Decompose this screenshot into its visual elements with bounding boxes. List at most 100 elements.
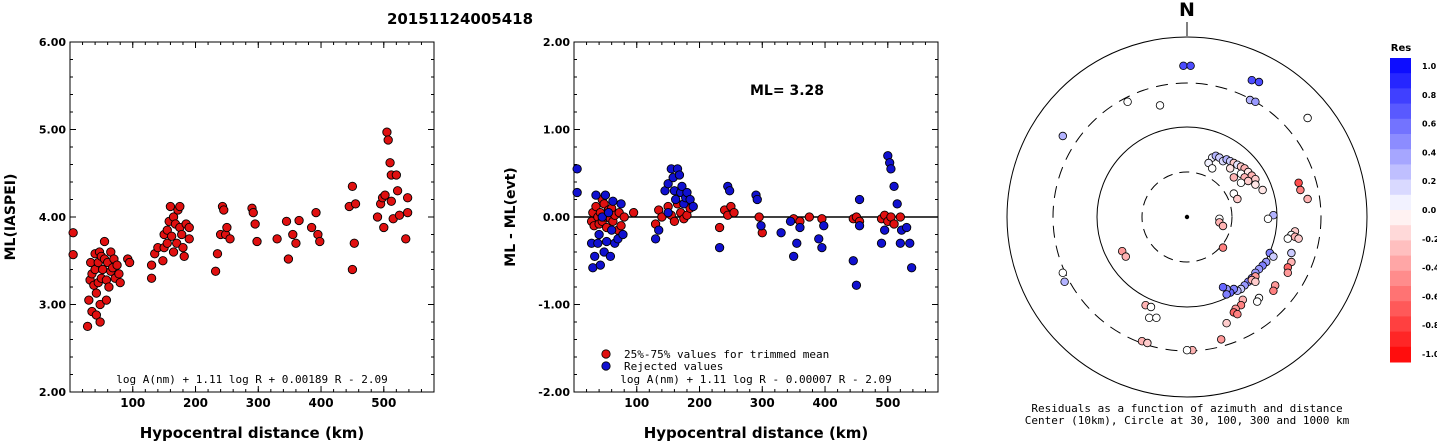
formula-label: log A(nm) + 1.11 log R - 0.00007 R - 2.0… [620, 373, 892, 386]
station-residual-point [1207, 164, 1217, 173]
data-point [250, 219, 260, 229]
colorbar-cell [1390, 179, 1411, 196]
data-point [402, 207, 413, 218]
tick-group: -2.00 -1.00 0.00 1.00 2.00 100 200 300 400 500 [538, 36, 938, 410]
y-tick-label: 2.00 [543, 36, 570, 49]
data-point [248, 207, 258, 218]
station-residual-point [1229, 173, 1238, 182]
colorbar-tick-label: 0.8 [1422, 91, 1437, 100]
data-point [114, 269, 124, 279]
rejected-point [724, 186, 735, 196]
point-group [1058, 61, 1312, 355]
x-tick-label: 400 [813, 396, 838, 410]
data-point [162, 238, 172, 248]
y-axis-label: ML(IASPEI) [3, 174, 19, 261]
data-point [311, 207, 321, 218]
station-residual-point [1143, 338, 1152, 348]
data-point [99, 236, 110, 247]
colorbar-cell [1390, 346, 1411, 363]
rejected-point [854, 194, 865, 205]
rejected-point [688, 201, 698, 212]
point-group [68, 127, 413, 332]
colorbar-cell [1390, 210, 1411, 226]
colorbar-tick-label: -0.8 [1422, 321, 1437, 330]
data-point [350, 199, 361, 209]
rejected-point [752, 194, 762, 205]
rejected-point [616, 199, 626, 209]
station-residual-point [1152, 313, 1161, 322]
y-tick-label: -1.00 [538, 299, 570, 312]
data-point [394, 210, 405, 220]
station-residual-point [1123, 97, 1132, 106]
x-tick-label: 300 [246, 396, 271, 410]
colorbar-cell [1390, 194, 1411, 211]
caption-line-2: Center (10km), Circle at 30, 100, 300 an… [1025, 414, 1350, 427]
rejected-point [785, 216, 796, 227]
data-point [172, 238, 182, 248]
trimmed-point [616, 221, 626, 231]
legend-label-trimmed: 25%-75% values for trimmed mean [624, 348, 829, 361]
station-residual-point [1218, 243, 1228, 252]
rejected-point [756, 221, 766, 231]
station-residual-point [1287, 248, 1296, 258]
station-residual-point [1294, 178, 1303, 187]
y-tick-label: 2.00 [39, 386, 66, 399]
rejected-point [654, 225, 664, 235]
rejected-point [892, 199, 902, 209]
station-residual-point [1218, 283, 1228, 292]
data-point [294, 215, 304, 226]
x-axis-label: Hypocentral distance (km) [644, 424, 869, 441]
rejected-point [593, 238, 603, 248]
colorbar-tick-label: -0.4 [1422, 264, 1437, 273]
rejected-point [905, 238, 915, 248]
colorbar-cell [1390, 118, 1411, 135]
rejected-point [601, 236, 612, 247]
colorbar: Res 1.0 0.8 0.6 0.4 0.2 0.0 -0.2 -0.4 -0.6 -0.8 -1… [1390, 43, 1437, 363]
data-point [175, 201, 185, 212]
data-point [392, 186, 403, 196]
station-residual-point [1179, 61, 1188, 71]
trimmed-point [619, 212, 629, 222]
station-residual-point [1247, 75, 1256, 85]
rejected-point [789, 251, 799, 262]
data-point [306, 222, 317, 233]
data-point [91, 310, 102, 320]
rejected-point [714, 242, 725, 253]
trimmed-point [729, 207, 739, 218]
data-point [212, 249, 223, 259]
colorbar-tick-label: 1.0 [1422, 62, 1437, 71]
trimmed-point [669, 216, 680, 227]
y-tick-label: 6.00 [39, 36, 66, 49]
trimmed-point [754, 212, 764, 222]
rejected-point [599, 247, 609, 257]
station-residual-point [1263, 214, 1273, 223]
colorbar-tick-labels: 1.0 0.8 0.6 0.4 0.2 0.0 -0.2 -0.4 -0.6 -0.8 -1.0 [1422, 62, 1437, 359]
trimmed-point [714, 222, 725, 233]
y-axis-label: ML - ML(evt) [503, 167, 519, 266]
data-point [168, 247, 179, 257]
data-point [272, 234, 282, 244]
y-tick-label: -2.00 [538, 386, 570, 399]
colorbar-tick-label: -0.2 [1422, 235, 1437, 244]
station-residual-point [1233, 194, 1242, 204]
y-tick-label: 4.00 [39, 211, 66, 224]
legend-marker-trimmed [601, 349, 611, 359]
data-point [95, 317, 105, 327]
trimmed-point [895, 212, 905, 222]
station-residual-point [1222, 319, 1231, 328]
colorbar-cell [1390, 164, 1411, 181]
station-residual-point [1296, 185, 1305, 195]
rejected-point [572, 164, 582, 174]
data-point [112, 260, 122, 270]
y-tick-label: 0.00 [543, 211, 570, 224]
station-residual-point [1225, 164, 1235, 173]
data-point [225, 234, 235, 244]
rejected-point [880, 225, 890, 235]
outer-circle-1000km [1006, 36, 1368, 398]
y-tick-label: 1.00 [543, 124, 570, 137]
data-point [401, 234, 411, 244]
magnitude-distance-chart: ML(IASPEI) Hypocentral distance (km) log… [3, 36, 435, 441]
station-residual-point [1243, 176, 1253, 186]
data-point [101, 295, 112, 305]
data-point [184, 222, 194, 233]
